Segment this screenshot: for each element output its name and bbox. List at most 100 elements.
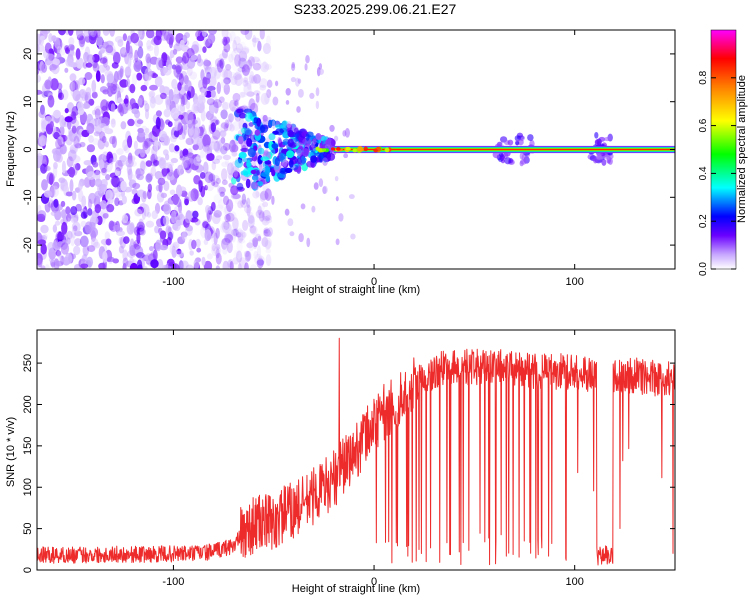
- spectrogram-cell: [222, 101, 229, 111]
- spectrogram-cell: [244, 30, 253, 40]
- spectrogram-cell: [384, 147, 390, 153]
- spectrogram-cell: [244, 262, 249, 269]
- spectrogram-cell: [70, 205, 78, 216]
- spectrogram-cell: [507, 139, 514, 146]
- spectrogram-cell: [113, 70, 119, 83]
- spectrogram-cell: [155, 116, 161, 130]
- spectrogram-cell: [236, 241, 243, 253]
- spectrogram-cell: [220, 81, 225, 89]
- spectrogram-cell: [53, 198, 59, 208]
- spectrogram-cell: [202, 46, 207, 53]
- spectrogram-cell: [176, 248, 182, 255]
- spectrogram-cell: [352, 148, 358, 153]
- spectrogram-cell: [215, 119, 220, 125]
- spectrogram-cell: [195, 238, 201, 248]
- spectrogram-cell: [41, 63, 48, 73]
- spectrogram-cell: [102, 212, 109, 219]
- spectrogram-cell: [100, 207, 109, 220]
- spectrogram-cell: [240, 30, 250, 35]
- spectrogram-x-tick-label: 0: [371, 276, 377, 288]
- spectrogram-cell: [275, 124, 284, 129]
- spectrogram-cell: [155, 239, 162, 252]
- spectrogram-cell: [37, 153, 44, 163]
- spectrogram-cell: [261, 215, 270, 226]
- spectrogram-cell: [309, 92, 315, 100]
- spectrogram-y-tick-label: -20: [22, 237, 34, 253]
- spectrogram-cell: [215, 155, 223, 161]
- spectrogram-cell: [180, 231, 188, 238]
- spectrogram-cell: [228, 258, 234, 267]
- spectrogram-cell: [282, 141, 288, 146]
- spectrogram-cell: [180, 190, 188, 198]
- spectrogram-cell: [286, 121, 292, 129]
- spectrogram-cell: [111, 135, 117, 149]
- spectrogram-cell: [213, 193, 223, 204]
- spectrogram-cell: [82, 103, 91, 110]
- spectrogram-cell: [165, 225, 172, 235]
- spectrogram-y-axis-label: Frequency (Hz): [5, 111, 17, 187]
- spectrogram-cell: [251, 237, 259, 244]
- spectrogram-cell: [158, 130, 168, 142]
- spectrogram-cell: [37, 257, 43, 268]
- spectrogram-cell: [112, 51, 121, 65]
- spectrogram-cell: [289, 231, 295, 237]
- spectrogram-cell: [225, 31, 233, 45]
- spectrogram-cell: [256, 257, 264, 269]
- spectrogram-cell: [255, 190, 260, 198]
- spectrogram-cell: [93, 131, 101, 137]
- spectrogram-cell: [313, 182, 319, 190]
- spectrogram-cell: [67, 30, 74, 36]
- spectrogram-cell: [60, 200, 66, 207]
- spectrogram-cell: [171, 78, 178, 90]
- spectrogram-cell: [210, 89, 216, 98]
- spectrogram-cell: [213, 180, 219, 189]
- spectrogram-cell: [220, 136, 226, 144]
- spectrogram-cell: [127, 168, 133, 181]
- spectrogram-cell: [257, 255, 265, 265]
- spectrogram-cell: [179, 252, 184, 259]
- spectrogram-cell: [231, 59, 240, 72]
- spectrogram-cell: [264, 239, 271, 250]
- spectrogram-cell: [170, 157, 179, 164]
- spectrogram-cell: [219, 130, 226, 143]
- spectrogram-cell: [53, 131, 60, 140]
- spectrogram-cell: [219, 191, 225, 197]
- spectrogram-cell: [284, 167, 293, 173]
- spectrogram-cell: [201, 256, 206, 266]
- spectrogram-cell: [253, 117, 258, 124]
- spectrogram-cell: [158, 182, 163, 193]
- spectrogram-cell: [65, 191, 73, 197]
- spectrogram-cell: [324, 144, 331, 149]
- spectrogram-cell: [240, 199, 248, 208]
- spectrogram-cell: [172, 48, 178, 55]
- spectrogram-cell: [594, 131, 599, 139]
- spectrogram-cell: [162, 215, 170, 226]
- snr-y-tick-label: 50: [22, 522, 34, 534]
- spectrogram-cell: [110, 118, 116, 128]
- spectrogram-cell: [92, 30, 98, 41]
- spectrogram-cell: [220, 38, 227, 45]
- spectrogram-cell: [265, 218, 273, 224]
- spectrogram-cell: [151, 210, 158, 220]
- spectrogram-cell: [83, 159, 93, 166]
- spectrogram-cell: [236, 238, 246, 244]
- spectrogram-cell: [254, 253, 263, 266]
- spectrogram-cell: [225, 234, 234, 242]
- spectrogram-cell: [605, 155, 612, 160]
- spectrogram-cell: [300, 203, 306, 210]
- spectrogram-cell: [119, 68, 124, 78]
- spectrogram-cell: [233, 100, 239, 107]
- spectrogram-cell: [59, 144, 68, 155]
- spectrogram-cell: [265, 35, 271, 49]
- spectrogram-cell: [78, 77, 86, 86]
- spectrogram-cell: [47, 114, 55, 124]
- spectrogram-y-tick-label: 20: [22, 48, 34, 60]
- spectrogram-cell: [145, 173, 153, 183]
- spectrogram-cell: [291, 63, 296, 71]
- spectrogram-cell: [166, 99, 172, 106]
- spectrogram-cell: [232, 39, 237, 52]
- spectrogram-cell: [224, 224, 233, 236]
- spectrogram-cell: [155, 110, 162, 117]
- spectrogram-cell: [222, 247, 228, 255]
- spectrogram-cell: [66, 156, 74, 168]
